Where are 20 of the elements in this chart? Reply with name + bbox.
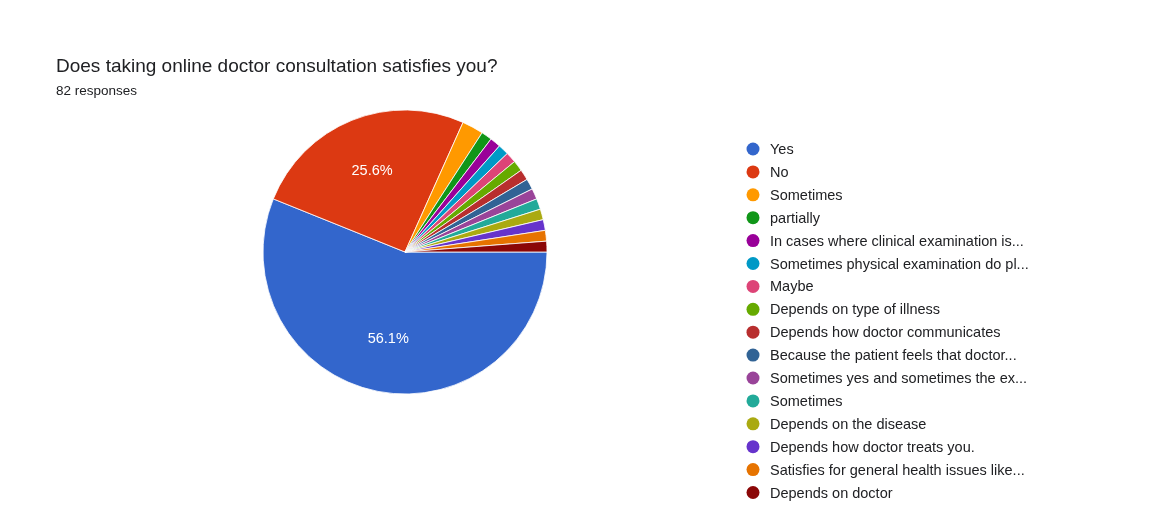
legend-label: Depends on type of illness [770, 301, 941, 318]
legend-label: Sometimes physical examination do pl... [770, 255, 1029, 272]
legend-label: No [770, 163, 789, 180]
legend-label: Maybe [770, 278, 814, 295]
legend-label: Sometimes [770, 392, 843, 409]
legend-label: Depends on doctor [770, 484, 893, 501]
data-label: 56.1% [367, 330, 409, 347]
legend-label: Because the patient feels that doctor... [770, 347, 1017, 364]
legend-label: Satisfies for general health issues like... [770, 461, 1025, 478]
legend-label: Sometimes [770, 186, 843, 203]
data-label: 25.6% [351, 162, 393, 179]
legend-label: Sometimes yes and sometimes the ex... [770, 370, 1028, 386]
legend-label: Depends on the disease [770, 415, 927, 432]
legend-label: partially [770, 209, 821, 226]
legend-label: Yes [770, 141, 794, 157]
text: 82 responses [56, 83, 138, 98]
legend-label: In cases where clinical examination is... [770, 232, 1024, 249]
chart-title: Does taking online doctor consultation satisfies you? [56, 55, 498, 76]
legend-label: Depends how doctor communicates [770, 324, 1001, 341]
legend-label: Depends how doctor treats you. [770, 438, 975, 455]
